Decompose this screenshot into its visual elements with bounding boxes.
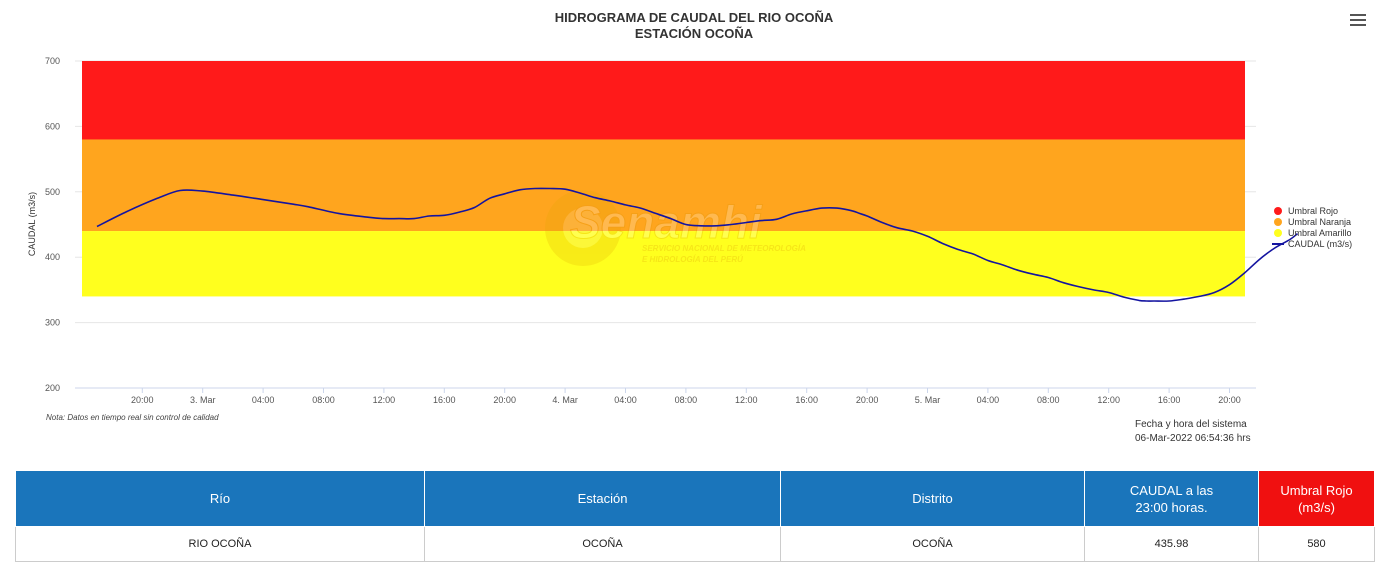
x-tick-label: 12:00 [1097, 395, 1120, 405]
y-axis-label: CAUDAL (m3/s) [27, 192, 37, 256]
x-tick-label: 20:00 [131, 395, 154, 405]
x-tick-label: 08:00 [1037, 395, 1060, 405]
table-header-row: Río Estación Distrito CAUDAL a las 23:00… [15, 470, 1375, 527]
x-tick-label: 20:00 [1218, 395, 1241, 405]
x-tick-label: 20:00 [856, 395, 879, 405]
header-caudal-line1: CAUDAL a las [1129, 482, 1214, 498]
x-tick-label: 5. Mar [915, 395, 941, 405]
x-tick-label: 04:00 [252, 395, 275, 405]
senamhi-watermark: Senamhi SERVICIO NACIONAL DE METEOROLOGÍ… [545, 190, 806, 266]
cell-distrito: OCOÑA [780, 526, 1085, 562]
x-tick-label: 04:00 [614, 395, 637, 405]
chart-subtitle: ESTACIÓN OCOÑA [635, 26, 754, 41]
y-axis-ticks: 200 300 400 500 600 700 [45, 56, 60, 393]
threshold-band [82, 61, 1245, 140]
system-datetime-block: Fecha y hora del sistema 06-Mar-2022 06:… [1135, 418, 1251, 446]
cell-umbral: 580 [1258, 526, 1375, 562]
header-estacion: Estación [424, 470, 781, 527]
watermark-line1: SERVICIO NACIONAL DE METEOROLOGÍA [642, 244, 806, 253]
chart-title: HIDROGRAMA DE CAUDAL DEL RIO OCOÑA [555, 10, 834, 25]
x-tick-label: 16:00 [795, 395, 818, 405]
threshold-band [82, 231, 1245, 297]
legend-label: CAUDAL (m3/s) [1288, 239, 1352, 249]
header-caudal: CAUDAL a las 23:00 horas. [1084, 470, 1259, 527]
x-tick-label: 04:00 [977, 395, 1000, 405]
header-distrito: Distrito [780, 470, 1085, 527]
hamburger-menu-icon[interactable] [1350, 14, 1366, 28]
y-tick-label: 200 [45, 383, 60, 393]
x-tick-label: 3. Mar [190, 395, 216, 405]
y-tick-label: 700 [45, 56, 60, 66]
cell-caudal: 435.98 [1084, 526, 1259, 562]
x-tick-label: 20:00 [493, 395, 516, 405]
header-caudal-line2: 23:00 horas. [1135, 499, 1208, 515]
legend-symbol [1274, 218, 1282, 226]
x-tick-label: 12:00 [735, 395, 758, 405]
cell-rio: RIO OCOÑA [15, 526, 425, 562]
legend-label: Umbral Amarillo [1288, 228, 1352, 238]
station-summary-table: Río Estación Distrito CAUDAL a las 23:00… [15, 470, 1375, 562]
x-axis-ticks: 20:00 3. Mar 04:00 08:00 12:00 16:00 20:00 4. M… [131, 388, 1241, 405]
y-tick-label: 600 [45, 121, 60, 131]
watermark-name: Senamhi [570, 196, 763, 248]
legend-symbol [1274, 207, 1282, 215]
x-tick-label: 08:00 [312, 395, 335, 405]
hydrograph-chart: HIDROGRAMA DE CAUDAL DEL RIO OCOÑA ESTAC… [27, 10, 1352, 405]
caudal-line [96, 187, 1298, 302]
caudal-series [96, 187, 1298, 302]
y-tick-label: 300 [45, 318, 60, 328]
legend-label: Umbral Rojo [1288, 206, 1338, 216]
legend-label: Umbral Naranja [1288, 217, 1351, 227]
threshold-bands [82, 61, 1245, 297]
x-tick-label: 08:00 [675, 395, 698, 405]
quality-note: Nota: Datos en tiempo real sin control d… [46, 413, 219, 422]
system-datetime-value: 06-Mar-2022 06:54:36 hrs [1135, 433, 1251, 444]
system-datetime-label: Fecha y hora del sistema [1135, 419, 1247, 430]
y-tick-label: 500 [45, 187, 60, 197]
legend-symbol [1274, 229, 1282, 237]
header-rio: Río [15, 470, 425, 527]
x-tick-label: 16:00 [433, 395, 456, 405]
watermark-line2: E HIDROLOGÍA DEL PERÚ [642, 255, 743, 264]
cell-estacion: OCOÑA [424, 526, 781, 562]
y-tick-label: 400 [45, 252, 60, 262]
table-row: RIO OCOÑA OCOÑA OCOÑA 435.98 580 [15, 526, 1375, 562]
header-umbral: Umbral Rojo (m3/s) [1258, 470, 1375, 527]
x-tick-label: 16:00 [1158, 395, 1181, 405]
x-tick-label: 12:00 [373, 395, 396, 405]
x-tick-label: 4. Mar [552, 395, 578, 405]
